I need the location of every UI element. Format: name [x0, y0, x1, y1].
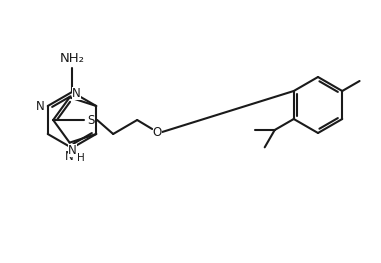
Text: N: N: [35, 99, 44, 113]
Text: O: O: [152, 125, 162, 139]
Text: NH₂: NH₂: [59, 53, 85, 65]
Text: N: N: [72, 87, 81, 100]
Text: N: N: [68, 144, 77, 157]
Text: N: N: [65, 149, 74, 163]
Text: S: S: [88, 114, 95, 127]
Text: H: H: [77, 153, 85, 163]
